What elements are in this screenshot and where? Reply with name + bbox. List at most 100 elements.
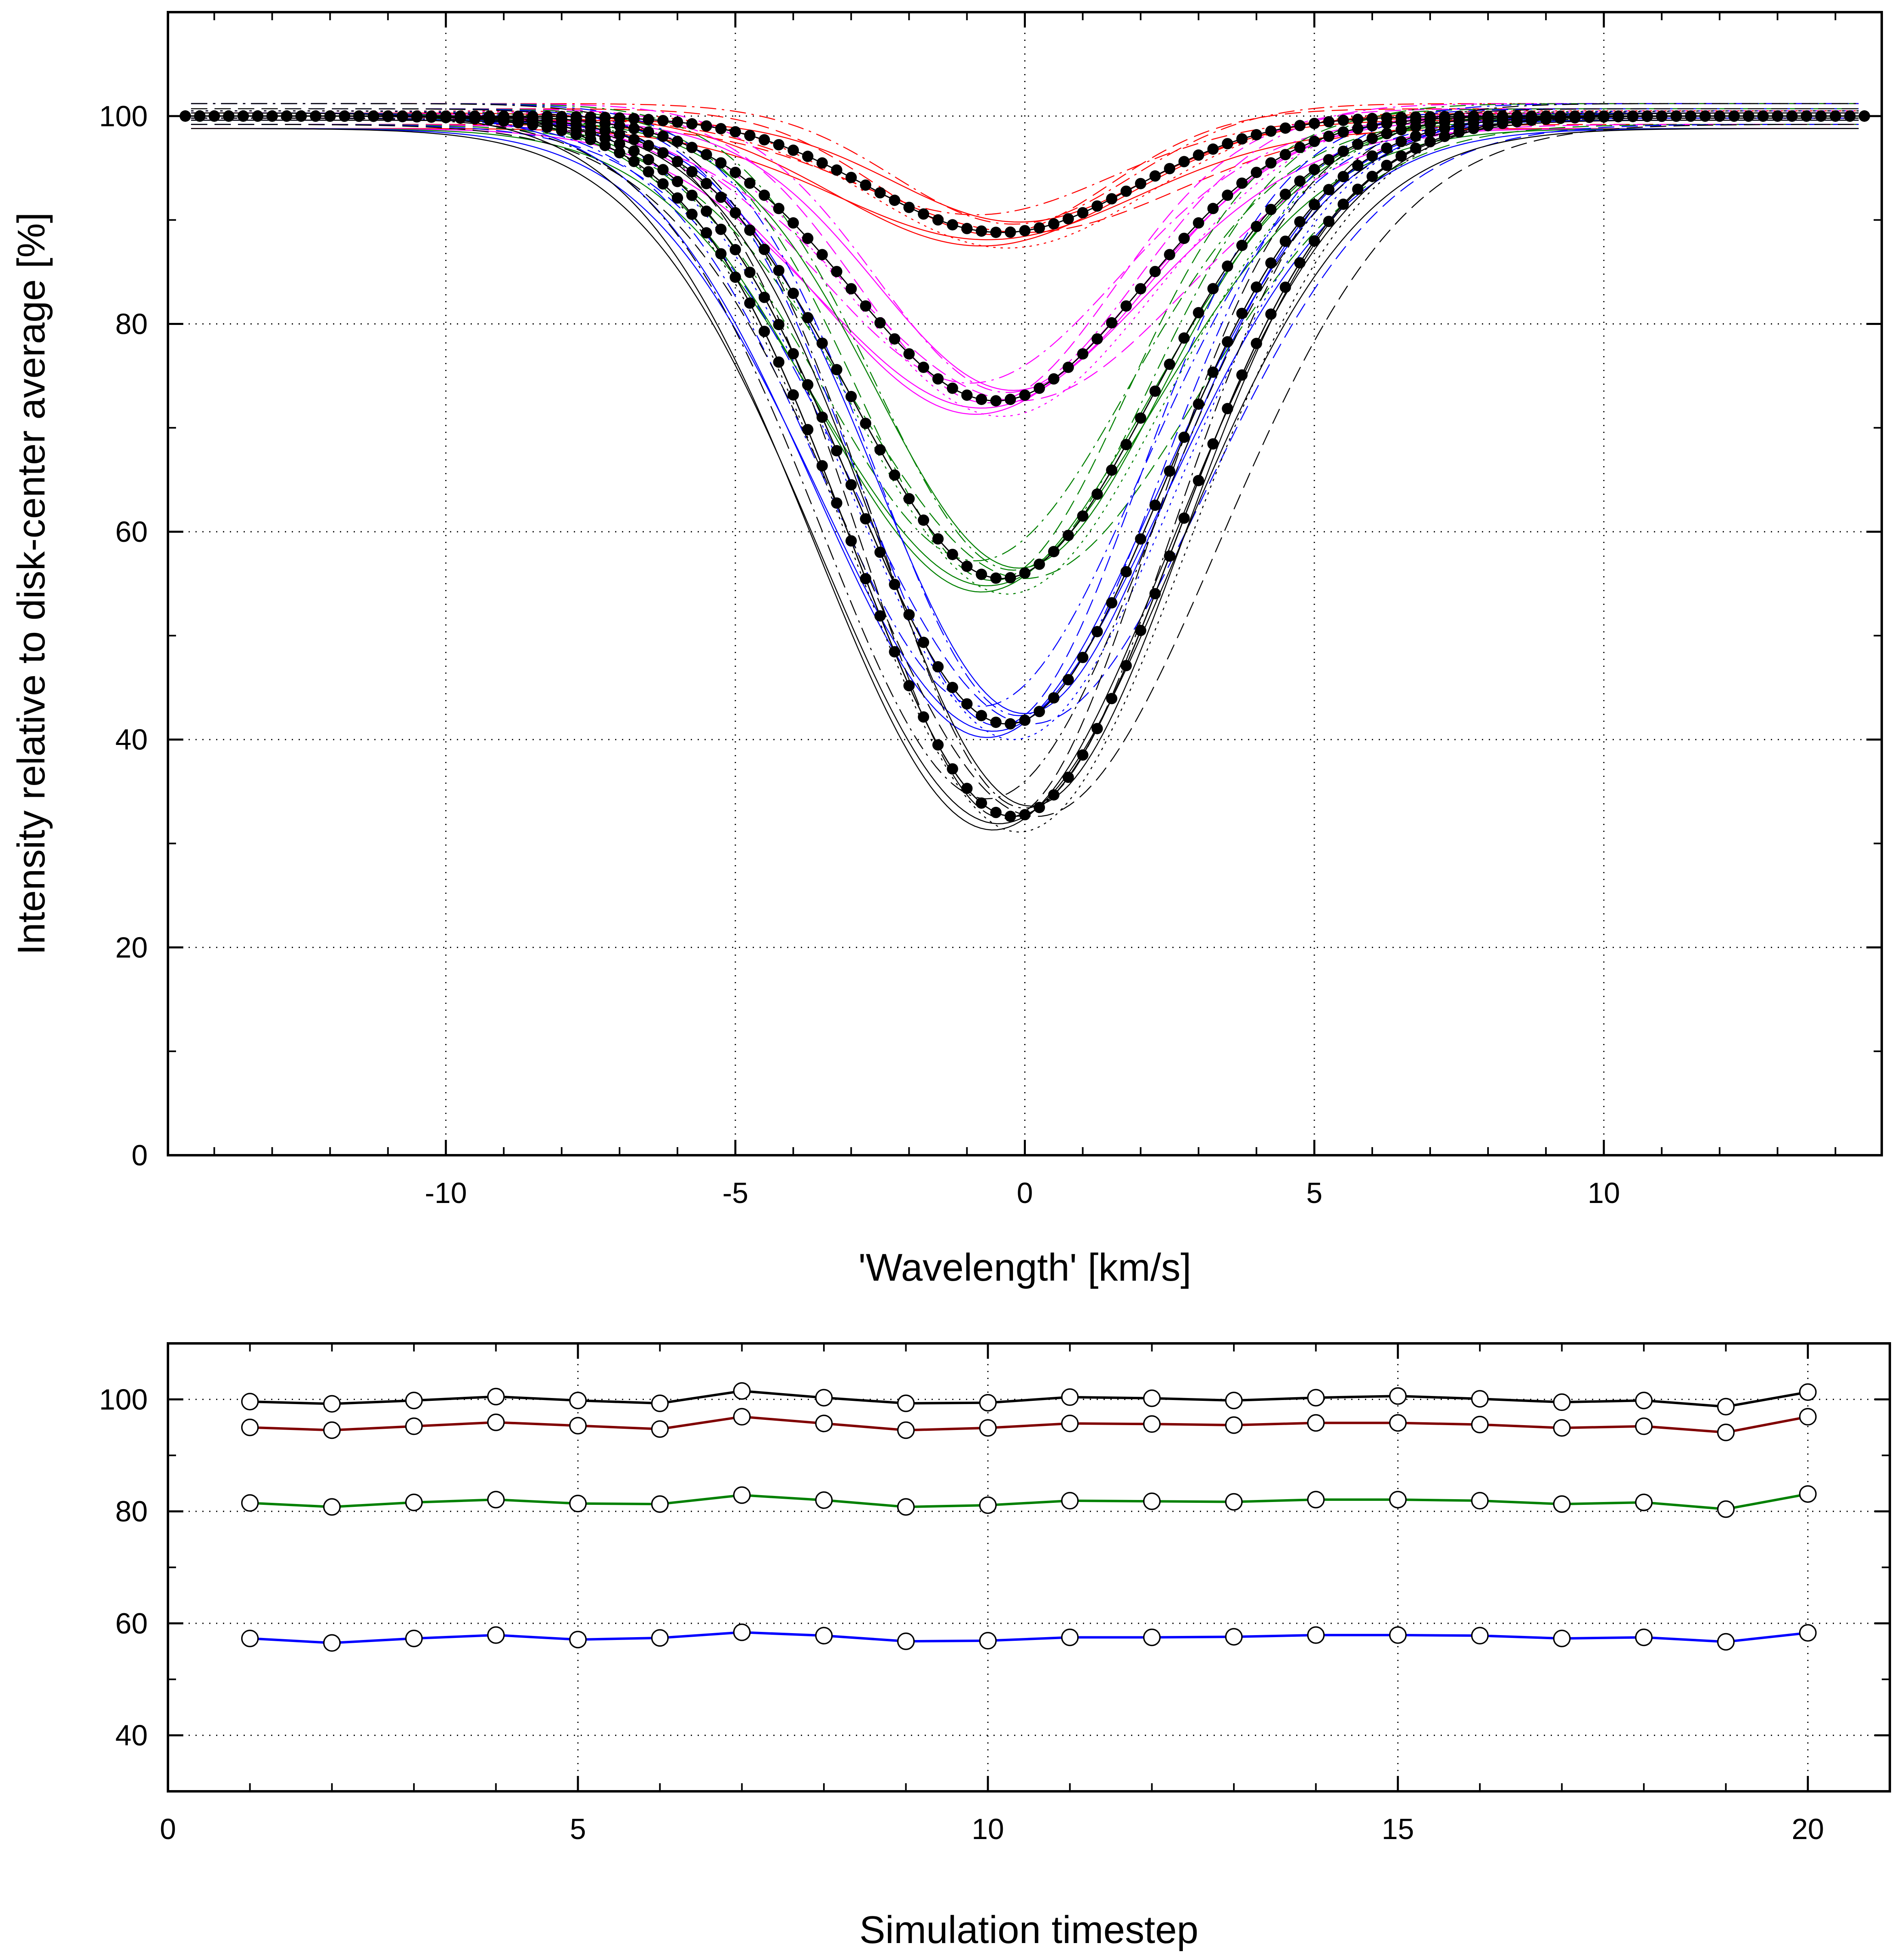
profile-point <box>1019 809 1031 821</box>
profile-variant-line <box>191 110 1859 595</box>
profile-point <box>1308 164 1320 175</box>
profile-point <box>1337 145 1349 157</box>
y-tick-label: 60 <box>115 516 148 548</box>
profile-point <box>1844 110 1856 122</box>
timestep-point <box>815 1491 833 1509</box>
y-tick-label: 0 <box>132 1139 148 1172</box>
profile-point <box>1004 810 1016 822</box>
profile-point <box>1496 118 1508 129</box>
profile-point <box>1294 120 1306 132</box>
profile-point <box>1250 281 1262 293</box>
timestep-point <box>1717 1500 1735 1518</box>
profile-point <box>1250 221 1262 232</box>
profile-point <box>1077 207 1089 219</box>
profile-point <box>614 120 625 132</box>
profile-point <box>1468 123 1479 134</box>
profile-point <box>773 319 785 331</box>
profile-point <box>802 379 813 390</box>
profile-point <box>1294 257 1306 269</box>
profile-point <box>1034 222 1045 234</box>
timestep-point <box>569 1495 587 1513</box>
profile-point <box>1120 439 1132 450</box>
profile-point <box>730 126 741 138</box>
profile-point <box>961 698 973 710</box>
profile-point <box>831 445 843 456</box>
timestep-point <box>323 1498 341 1516</box>
profile-point <box>1106 464 1118 476</box>
profile-point <box>932 661 944 673</box>
profile-point <box>1728 110 1740 122</box>
profile-point <box>1598 111 1610 123</box>
profile-point <box>845 283 857 295</box>
profile-point <box>874 546 886 558</box>
profile-point <box>484 114 495 126</box>
profile-point <box>918 361 930 373</box>
profile-point <box>643 126 654 138</box>
x-axis-label: Simulation timestep <box>860 1908 1199 1952</box>
timestep-series-4 <box>241 1623 1817 1652</box>
timestep-point <box>1389 1626 1407 1644</box>
profile-point <box>657 147 669 159</box>
profile-point <box>758 244 770 255</box>
profile-point <box>1250 337 1262 349</box>
profile-point <box>1236 177 1248 189</box>
profile-point <box>426 111 437 123</box>
timestep-point <box>1143 1492 1161 1510</box>
x-tick-label: 10 <box>972 1813 1004 1846</box>
profile-point <box>889 469 900 481</box>
timestep-point <box>487 1413 505 1431</box>
profile-point <box>1164 550 1176 562</box>
profile-point <box>1034 558 1045 570</box>
profile-point <box>1236 369 1248 381</box>
timestep-point <box>1389 1491 1407 1508</box>
x-tick-label: 20 <box>1792 1813 1824 1846</box>
timestep-point <box>569 1631 587 1648</box>
profile-point <box>1280 122 1291 134</box>
profile-point <box>961 389 973 401</box>
profile-point <box>367 110 379 122</box>
profile-point <box>1410 130 1422 142</box>
timestep-point <box>1225 1392 1243 1409</box>
profile-point <box>1366 171 1378 182</box>
profile-point <box>831 497 843 509</box>
profile-point <box>1772 110 1783 122</box>
profile-point <box>730 167 741 178</box>
profile-point <box>1323 216 1335 227</box>
profile-point <box>831 266 843 278</box>
timestep-series-3 <box>241 1485 1817 1518</box>
profile-point <box>744 224 756 236</box>
timestep-point <box>1143 1415 1161 1433</box>
profile-point <box>570 129 582 140</box>
profile-point <box>903 493 915 505</box>
timestep-line <box>250 1390 1808 1408</box>
profile-point <box>787 144 799 156</box>
profile-point <box>1019 225 1031 237</box>
profile-point <box>918 514 930 526</box>
profile-point <box>961 223 973 234</box>
profile-point <box>1424 136 1436 148</box>
profile-point <box>643 114 654 125</box>
profile-point <box>1062 772 1074 783</box>
timestep-point <box>815 1415 833 1432</box>
timestep-point <box>1061 1388 1079 1406</box>
profile-point <box>585 134 596 145</box>
profile-point <box>643 154 654 165</box>
profile-point <box>947 382 958 394</box>
profile-point <box>1019 715 1031 726</box>
profile-point <box>252 110 263 122</box>
profile-point <box>1178 512 1190 524</box>
x-tick-label: 5 <box>570 1813 586 1846</box>
profile-point <box>1569 112 1581 124</box>
profile-variant-line <box>191 103 1859 809</box>
profile-point <box>874 444 886 456</box>
profile-point <box>787 348 799 360</box>
timestep-point <box>405 1629 423 1647</box>
profile-point <box>744 297 756 309</box>
y-tick-label: 80 <box>115 1496 148 1528</box>
profile-point <box>715 157 727 169</box>
profile-point <box>657 130 669 142</box>
profile-point <box>194 110 206 122</box>
profile-point <box>1236 240 1248 251</box>
timestep-point <box>1307 1414 1325 1432</box>
